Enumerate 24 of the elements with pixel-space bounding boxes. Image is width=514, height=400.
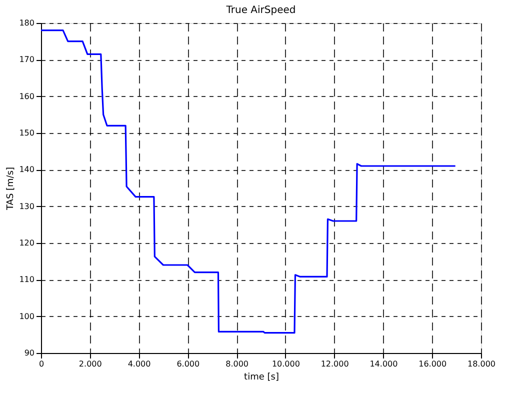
y-axis-title: TAS [m/s] <box>6 166 16 212</box>
y-tick-label: 100 <box>19 312 34 321</box>
y-tick-label: 170 <box>19 55 34 64</box>
x-tick-label: 18.000 <box>468 360 496 368</box>
y-tick-label: 110 <box>19 275 34 284</box>
y-tick-label: 180 <box>19 18 34 28</box>
y-tick-label: 160 <box>19 92 34 101</box>
y-tick-label: 120 <box>19 238 34 248</box>
x-tick-label: 10.000 <box>272 360 300 368</box>
line-series <box>40 30 456 334</box>
y-tick-label: 130 <box>19 202 34 211</box>
x-tick-label: 14.000 <box>370 360 398 368</box>
x-tick-label: 8.000 <box>226 360 249 368</box>
x-tick-label: 16.000 <box>418 360 447 368</box>
x-tick-label: 6.000 <box>176 360 200 368</box>
x-tick-label: 4.000 <box>128 360 151 368</box>
x-tick-label: 0 <box>38 360 44 368</box>
chart-title: True AirSpeed <box>225 5 296 16</box>
y-tick-label: 90 <box>24 348 34 358</box>
x-tick-label: 12.000 <box>320 360 349 368</box>
y-tick-label: 150 <box>19 128 34 138</box>
x-axis-title: time [s] <box>244 372 279 382</box>
x-tick-label: 2.000 <box>78 360 102 368</box>
y-tick-label: 140 <box>19 165 34 174</box>
